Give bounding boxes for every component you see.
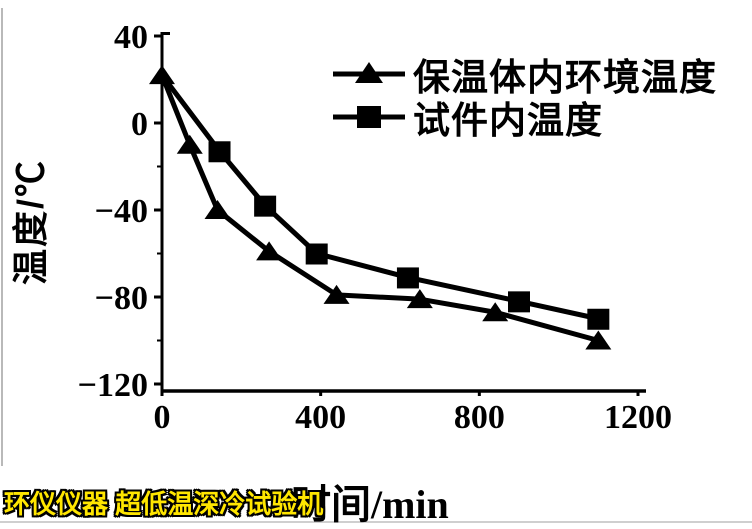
y-tick-label: −40: [95, 193, 148, 230]
triangle-marker: [406, 289, 433, 309]
x-tick-label: 800: [454, 399, 505, 436]
triangle-marker: [482, 302, 509, 322]
y-tick-label: 40: [114, 19, 148, 56]
square-marker: [587, 308, 610, 330]
legend-label-insulation-env-temp: 保温体内环境温度: [413, 56, 717, 98]
x-tick-label: 400: [295, 399, 346, 436]
y-tick-label: −80: [95, 280, 148, 317]
temperature-chart: 400−40−80−1200 400 800 1200: [78, 19, 672, 436]
square-marker: [396, 267, 419, 289]
square-marker: [254, 195, 277, 217]
legend: 保温体内环境温度 试件内温度: [333, 53, 717, 141]
x-tick-label: 1200: [604, 399, 672, 436]
triangle-marker: [585, 330, 612, 350]
y-tick-label: −120: [78, 367, 148, 404]
watermark-text: 环仪仪器 超低温深冷试验机: [4, 489, 324, 519]
y-axis-label: 温度/℃: [10, 158, 51, 286]
square-marker: [208, 141, 231, 163]
legend-item-specimen-temp: 试件内温度: [333, 96, 717, 141]
series-line-0: [159, 74, 599, 343]
x-tick-label: 0: [154, 399, 171, 436]
y-tick-label: 0: [131, 106, 148, 143]
square-marker: [305, 243, 328, 265]
legend-label-specimen-temp: 试件内温度: [413, 99, 603, 141]
triangle-line-marker-icon: [333, 61, 405, 83]
scan-edge-left: [1, 8, 3, 466]
triangle-marker: [204, 200, 231, 219]
triangle-marker: [256, 241, 283, 261]
x-axis-label: 时间/min: [291, 482, 449, 527]
triangle-marker: [323, 284, 350, 304]
square-marker: [508, 291, 530, 313]
triangle-marker: [176, 134, 203, 154]
legend-item-insulation-env-temp: 保温体内环境温度: [333, 53, 717, 98]
square-line-marker-icon: [333, 105, 405, 128]
triangle-marker: [149, 65, 175, 85]
scan-edge-bottom: [0, 521, 752, 523]
